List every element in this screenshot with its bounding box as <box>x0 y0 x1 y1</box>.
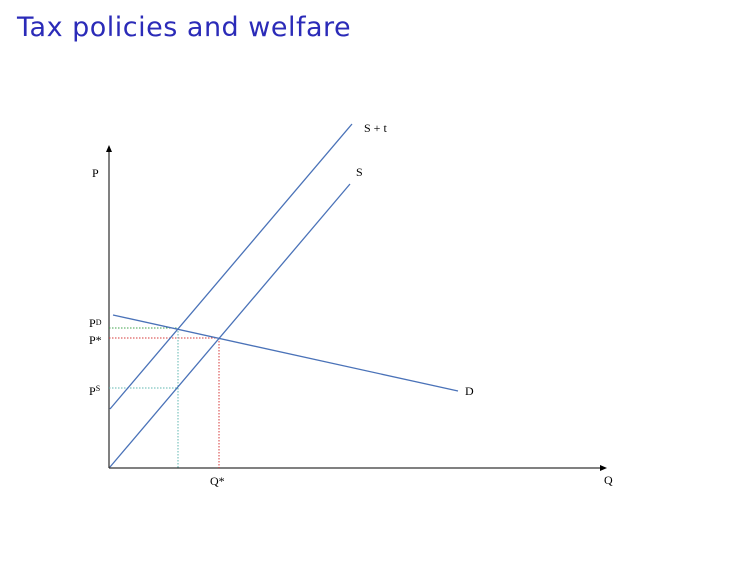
ps-label-sup: S <box>96 384 100 393</box>
supply-curve <box>109 183 351 468</box>
ps-label: PS <box>89 384 100 398</box>
demand-curve <box>112 314 459 392</box>
pd-label-main: P <box>89 316 96 330</box>
supply-label: S <box>356 165 363 179</box>
demand-label: D <box>465 384 474 398</box>
supply-plus-tax-label: S + t <box>364 121 387 135</box>
pd-label-sup: D <box>96 318 102 327</box>
supply-plus-tax-curve <box>109 123 353 410</box>
ps-label-main: P <box>89 384 96 398</box>
slide-title: Tax policies and welfare <box>17 12 352 43</box>
qstar-label: Q* <box>210 474 225 488</box>
x-axis-label: Q <box>604 473 613 487</box>
pd-label: PD <box>89 316 102 330</box>
y-axis-label: P <box>92 166 99 180</box>
pstar-label: P* <box>89 333 102 347</box>
